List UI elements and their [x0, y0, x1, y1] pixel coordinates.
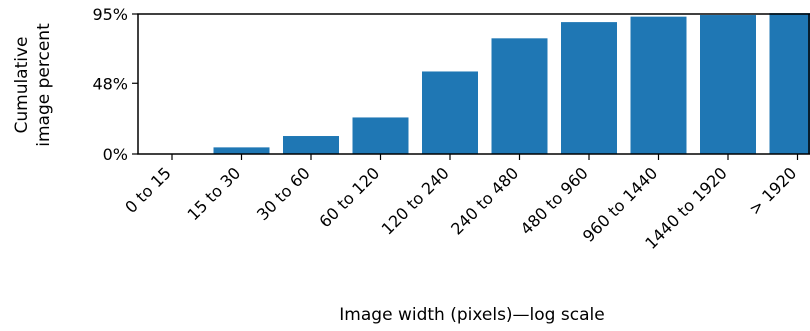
x-tick-label: 0 to 15: [121, 163, 175, 217]
bar: [769, 13, 810, 155]
bar: [213, 147, 270, 154]
bar: [283, 136, 339, 154]
y-axis-title-line-1: Cumulative: [12, 36, 32, 133]
x-tick-label: 120 to 240: [378, 163, 453, 238]
y-tick-label: 95%: [92, 5, 128, 24]
y-axis-title-line-2: image percent: [34, 23, 54, 147]
bar: [630, 16, 687, 154]
bar: [491, 38, 548, 154]
x-tick-label: 15 to 30: [184, 163, 245, 224]
y-axis-title: Cumulative image percent: [12, 23, 54, 147]
bar: [352, 117, 409, 154]
x-tick-label: 30 to 60: [253, 163, 314, 224]
axes-frame: [137, 13, 810, 155]
bar: [700, 15, 756, 154]
y-tick-label: 0%: [103, 145, 128, 164]
x-tick-label: > 1920: [745, 163, 800, 218]
bar: [561, 22, 617, 155]
x-axis-title: Image width (pixels)—log scale: [339, 305, 604, 325]
y-tick-label: 48%: [92, 74, 128, 93]
bar: [422, 71, 478, 154]
x-tick-label: 480 to 960: [517, 163, 592, 238]
x-tick-label: 240 to 480: [447, 163, 522, 238]
y-axis-ticks: 0% 48% 95%: [92, 5, 138, 164]
x-tick-label: 60 to 120: [315, 163, 383, 231]
bars: [144, 13, 810, 155]
